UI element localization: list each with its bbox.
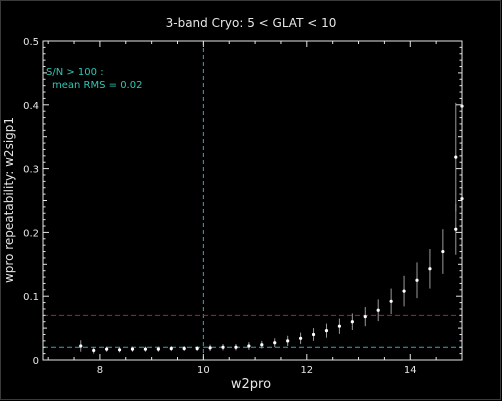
y-tick-label-0.1: 0.1	[23, 292, 39, 303]
data-point-13	[247, 344, 251, 348]
data-point-29	[454, 227, 458, 231]
data-point-31	[454, 155, 458, 159]
y-tick-label-0: 0	[33, 356, 39, 367]
data-point-18	[311, 332, 316, 337]
data-point-25	[402, 289, 406, 293]
y-axis-label: wpro repeatability: w2sigp1	[2, 117, 16, 283]
y-tick-label-0.2: 0.2	[23, 228, 39, 239]
data-point-26	[415, 278, 419, 282]
annotation-line-2: mean RMS = 0.02	[52, 80, 142, 91]
x-tick-label-14: 14	[404, 365, 417, 376]
x-tick-label-8: 8	[97, 365, 103, 376]
data-point-23	[376, 308, 380, 312]
data-point-22	[363, 315, 367, 319]
data-point-3	[117, 348, 122, 352]
y-tick-label-0.3: 0.3	[23, 165, 39, 176]
data-point-5	[143, 347, 148, 351]
data-point-12	[234, 345, 238, 349]
data-point-28	[441, 249, 445, 254]
annotation-line-1: S/N > 100 :	[46, 67, 104, 78]
data-point-9	[195, 346, 199, 351]
data-point-16	[286, 339, 290, 343]
data-point-17	[299, 336, 303, 340]
x-axis-label: w2pro	[231, 377, 271, 392]
data-point-0	[79, 344, 83, 348]
data-point-21	[350, 320, 354, 324]
data-point-2	[105, 347, 109, 351]
x-tick-label-10: 10	[197, 365, 210, 376]
data-point-14	[260, 343, 264, 347]
x-tick-label-12: 12	[300, 365, 313, 376]
y-tick-label-0.5: 0.5	[23, 37, 39, 48]
y-tick-label-0.4: 0.4	[23, 101, 39, 112]
data-point-19	[324, 329, 329, 333]
data-point-1	[92, 348, 96, 353]
data-point-20	[337, 324, 342, 328]
chart-title: 3-band Cryo: 5 < GLAT < 10	[166, 16, 337, 30]
data-point-10	[208, 346, 212, 350]
data-point-24	[389, 299, 393, 303]
data-point-4	[130, 347, 135, 351]
data-point-6	[156, 347, 160, 351]
data-point-11	[221, 345, 225, 349]
data-point-7	[169, 346, 173, 351]
data-point-8	[182, 346, 186, 351]
data-point-15	[273, 341, 277, 345]
data-point-27	[428, 267, 432, 271]
